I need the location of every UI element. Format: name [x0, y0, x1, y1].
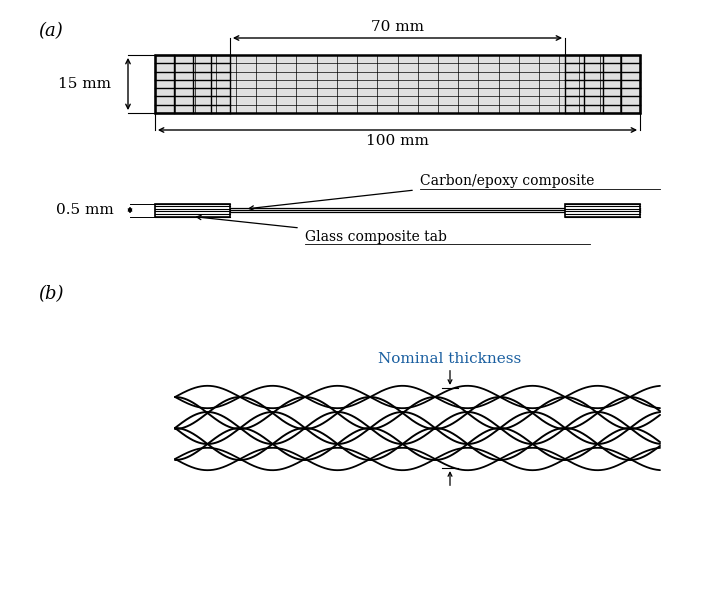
Text: 0.5 mm: 0.5 mm [56, 203, 114, 217]
Bar [155, 55, 640, 113]
Text: 70 mm: 70 mm [371, 20, 424, 34]
Bar [565, 203, 640, 216]
Text: Nominal thickness: Nominal thickness [378, 352, 521, 366]
Text: 100 mm: 100 mm [366, 134, 429, 148]
Text: (b): (b) [38, 285, 63, 303]
Text: 15 mm: 15 mm [59, 77, 112, 91]
Text: Glass composite tab: Glass composite tab [305, 230, 447, 244]
Bar [155, 55, 640, 113]
Bar [155, 203, 230, 216]
Text: (a): (a) [38, 22, 62, 40]
Text: Carbon/epoxy composite: Carbon/epoxy composite [420, 174, 595, 188]
